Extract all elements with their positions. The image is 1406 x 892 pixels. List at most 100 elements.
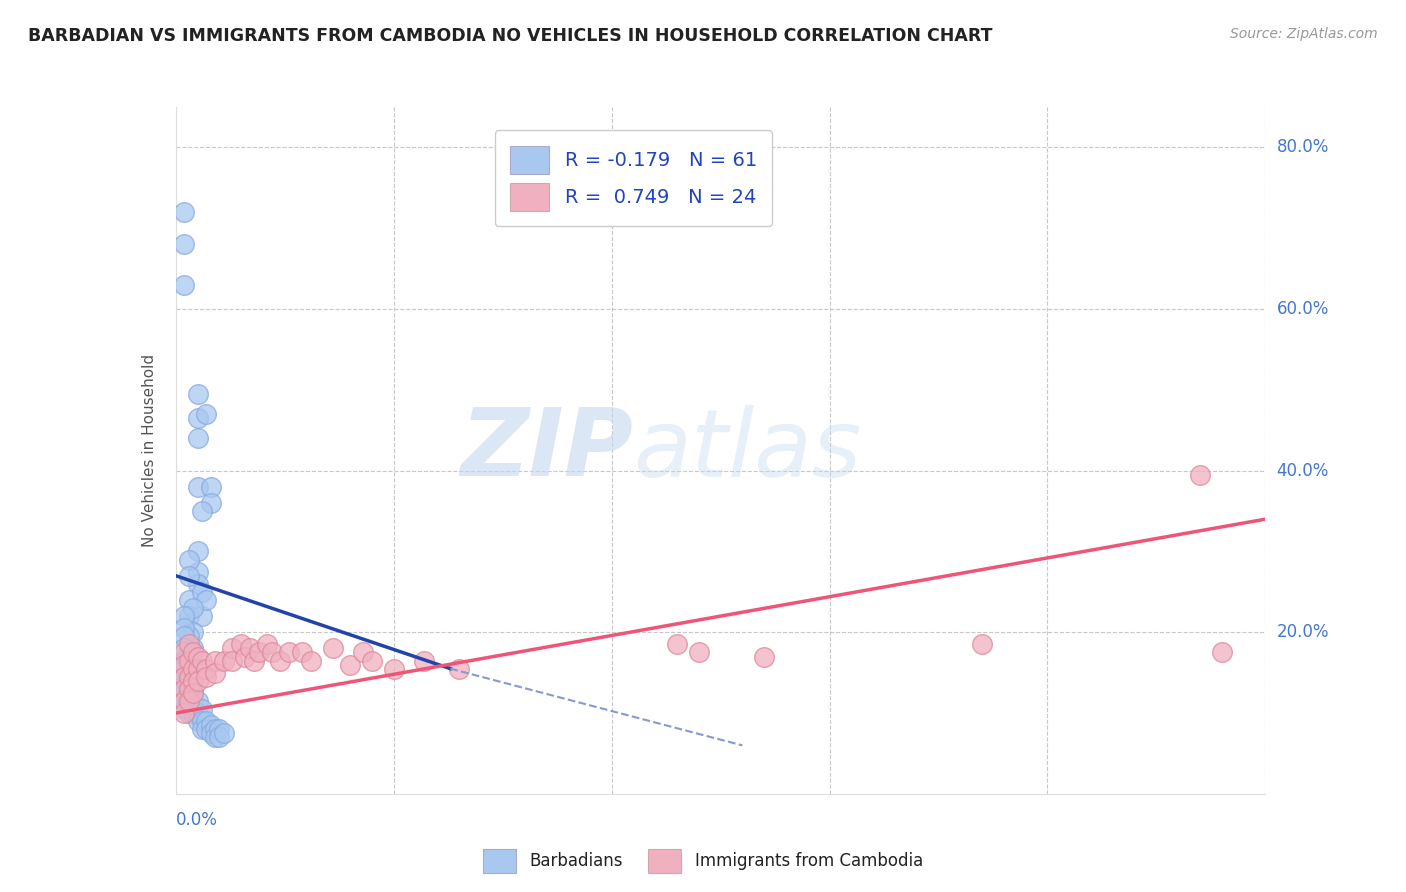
Point [195, 593, 218, 607]
Point [291, 645, 314, 659]
Text: ZIP: ZIP [461, 404, 633, 497]
Point [239, 641, 262, 656]
Point [260, 645, 283, 659]
Point [181, 673, 204, 688]
Point [1211, 645, 1233, 659]
Point [177, 673, 200, 688]
Point [173, 609, 195, 624]
Point [322, 641, 344, 656]
Point [173, 657, 195, 672]
Point [191, 504, 214, 518]
Text: 80.0%: 80.0% [1277, 138, 1329, 156]
Point [1189, 467, 1212, 482]
Point [177, 698, 200, 712]
Point [256, 637, 278, 651]
Point [173, 686, 195, 700]
Point [191, 654, 214, 668]
Point [186, 714, 209, 728]
Point [195, 714, 218, 728]
Point [221, 654, 243, 668]
Point [339, 657, 361, 672]
Point [173, 654, 195, 668]
Text: atlas: atlas [633, 405, 862, 496]
Point [173, 621, 195, 635]
Point [181, 686, 204, 700]
Legend: R = -0.179   N = 61, R =  0.749   N = 24: R = -0.179 N = 61, R = 0.749 N = 24 [495, 130, 772, 227]
Point [208, 723, 231, 737]
Point [173, 706, 195, 720]
Point [299, 654, 322, 668]
Point [181, 601, 204, 615]
Point [186, 544, 209, 558]
Point [173, 662, 195, 676]
Point [181, 694, 204, 708]
Point [173, 681, 195, 696]
Point [177, 657, 200, 672]
Point [177, 654, 200, 668]
Point [186, 411, 209, 425]
Point [177, 629, 200, 643]
Point [181, 662, 204, 676]
Point [212, 726, 235, 740]
Point [173, 205, 195, 219]
Point [191, 702, 214, 716]
Text: 40.0%: 40.0% [1277, 462, 1329, 480]
Point [173, 645, 195, 659]
Point [688, 645, 710, 659]
Point [269, 654, 291, 668]
Point [247, 645, 270, 659]
Point [382, 662, 405, 676]
Point [191, 723, 214, 737]
Point [181, 681, 204, 696]
Point [186, 673, 209, 688]
Point [173, 237, 195, 252]
Point [173, 670, 195, 684]
Point [204, 654, 226, 668]
Point [243, 654, 266, 668]
Point [278, 645, 301, 659]
Point [204, 665, 226, 680]
Point [208, 731, 231, 745]
Point [177, 637, 200, 651]
Point [177, 568, 200, 582]
Point [186, 576, 209, 591]
Point [181, 641, 204, 656]
Point [413, 654, 436, 668]
Point [173, 629, 195, 643]
Point [352, 645, 374, 659]
Point [235, 649, 257, 664]
Point [200, 496, 222, 510]
Point [177, 681, 200, 696]
Point [173, 678, 195, 692]
Point [186, 387, 209, 401]
Point [186, 662, 209, 676]
Point [181, 625, 204, 640]
Text: BARBADIAN VS IMMIGRANTS FROM CAMBODIA NO VEHICLES IN HOUSEHOLD CORRELATION CHART: BARBADIAN VS IMMIGRANTS FROM CAMBODIA NO… [28, 27, 993, 45]
Text: 20.0%: 20.0% [1277, 624, 1329, 641]
Point [173, 694, 195, 708]
Point [186, 694, 209, 708]
Point [200, 480, 222, 494]
Point [181, 645, 204, 659]
Point [191, 714, 214, 728]
Point [447, 662, 470, 676]
Text: 0.0%: 0.0% [176, 811, 218, 829]
Point [195, 670, 218, 684]
Point [200, 726, 222, 740]
Point [177, 593, 200, 607]
Point [221, 641, 243, 656]
Point [186, 649, 209, 664]
Y-axis label: No Vehicles in Household: No Vehicles in Household [142, 354, 157, 547]
Point [195, 407, 218, 421]
Point [195, 723, 218, 737]
Point [177, 609, 200, 624]
Point [666, 637, 689, 651]
Point [173, 670, 195, 684]
Point [200, 718, 222, 732]
Point [212, 654, 235, 668]
Point [231, 637, 253, 651]
Point [177, 690, 200, 704]
Point [186, 480, 209, 494]
Point [186, 706, 209, 720]
Point [195, 662, 218, 676]
